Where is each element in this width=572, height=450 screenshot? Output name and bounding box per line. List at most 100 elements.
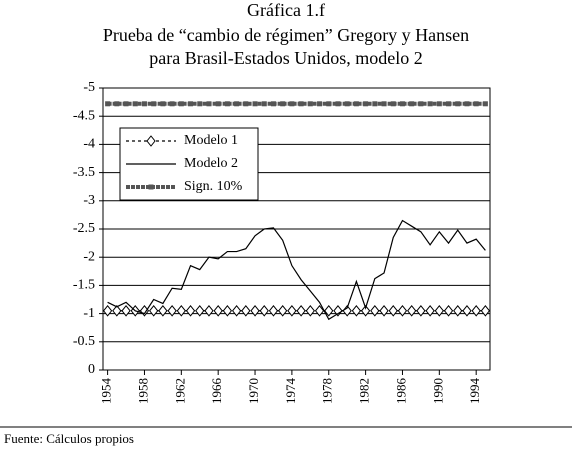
- x-tick-label: 1954: [99, 378, 114, 405]
- marker: [397, 304, 408, 317]
- marker: [206, 101, 212, 107]
- marker: [427, 101, 433, 107]
- marker: [363, 101, 369, 107]
- marker: [234, 101, 240, 107]
- marker: [215, 101, 221, 107]
- marker: [333, 304, 343, 317]
- legend-label: Modelo 2: [184, 156, 238, 171]
- marker: [436, 101, 442, 107]
- marker: [418, 101, 424, 107]
- chart-title: para Brasil-Estados Unidos, modelo 2: [149, 48, 422, 68]
- marker: [259, 304, 269, 317]
- marker: [112, 304, 122, 317]
- marker: [132, 101, 138, 107]
- marker: [335, 101, 341, 107]
- marker: [185, 304, 196, 317]
- x-tick-label: 1974: [283, 378, 298, 405]
- x-tick-label: 1978: [320, 378, 335, 404]
- x-tick-label: 1966: [209, 378, 224, 405]
- marker: [241, 304, 251, 317]
- x-tick-label: 1970: [246, 378, 261, 404]
- marker: [224, 101, 230, 107]
- marker: [261, 101, 267, 107]
- marker: [139, 304, 150, 317]
- marker: [270, 101, 276, 107]
- marker: [482, 101, 488, 107]
- marker: [204, 304, 214, 317]
- series-line: [107, 219, 486, 321]
- marker: [280, 101, 286, 107]
- marker: [167, 304, 177, 317]
- marker: [151, 101, 157, 107]
- marker: [222, 304, 233, 317]
- marker: [381, 101, 387, 107]
- marker: [213, 304, 223, 317]
- marker: [188, 101, 194, 107]
- marker: [305, 304, 315, 317]
- x-tick-label: 1962: [172, 378, 187, 404]
- y-tick-label: -1: [83, 306, 95, 321]
- legend-label: Modelo 1: [184, 133, 238, 148]
- source-note: Fuente: Cálculos propios: [4, 431, 134, 446]
- marker: [379, 304, 389, 317]
- marker: [268, 304, 279, 317]
- marker: [195, 304, 205, 317]
- y-tick-label: -0.5: [73, 334, 95, 349]
- marker: [473, 101, 479, 107]
- marker: [102, 304, 113, 317]
- marker: [370, 304, 380, 317]
- marker: [434, 304, 444, 317]
- marker: [455, 101, 461, 107]
- marker: [353, 101, 359, 107]
- marker: [317, 101, 323, 107]
- marker: [443, 304, 454, 317]
- y-tick-label: -2.5: [73, 221, 95, 236]
- marker: [480, 304, 491, 317]
- y-tick-label: -3: [83, 193, 95, 208]
- marker: [160, 101, 166, 107]
- marker: [399, 101, 405, 107]
- marker: [105, 101, 111, 107]
- x-tick-label: 1990: [430, 378, 445, 404]
- marker: [409, 101, 415, 107]
- y-tick-label: -1.5: [73, 278, 95, 293]
- marker: [326, 101, 332, 107]
- y-tick-label: 0: [88, 362, 95, 377]
- marker: [178, 101, 184, 107]
- marker: [314, 304, 325, 317]
- marker: [351, 304, 362, 317]
- marker: [416, 304, 426, 317]
- marker: [453, 304, 463, 317]
- chart-title: Prueba de “cambio de régimen” Gregory y …: [103, 25, 469, 45]
- legend-label: Sign. 10%: [184, 179, 243, 194]
- marker: [324, 304, 334, 317]
- y-tick-label: -5: [83, 80, 95, 95]
- marker: [425, 304, 435, 317]
- marker: [390, 101, 396, 107]
- marker: [307, 101, 313, 107]
- marker: [446, 101, 452, 107]
- marker: [114, 101, 120, 107]
- y-tick-label: -2: [83, 249, 95, 264]
- marker: [296, 304, 306, 317]
- marker: [243, 101, 249, 107]
- marker: [231, 304, 242, 317]
- marker: [250, 304, 260, 317]
- x-tick-label: 1994: [467, 378, 482, 405]
- marker: [471, 304, 481, 317]
- marker: [197, 101, 203, 107]
- x-tick-label: 1982: [357, 378, 372, 404]
- marker: [289, 101, 295, 107]
- marker: [149, 304, 159, 317]
- chart-title: Gráfica 1.f: [247, 0, 325, 20]
- marker: [388, 304, 398, 317]
- marker: [360, 304, 371, 317]
- x-tick-label: 1986: [393, 378, 408, 405]
- x-tick-label: 1958: [135, 378, 150, 404]
- y-tick-label: -4: [83, 137, 95, 152]
- marker: [123, 101, 129, 107]
- plot-frame: [102, 87, 491, 371]
- marker: [121, 304, 131, 317]
- marker: [462, 304, 472, 317]
- marker: [252, 101, 258, 107]
